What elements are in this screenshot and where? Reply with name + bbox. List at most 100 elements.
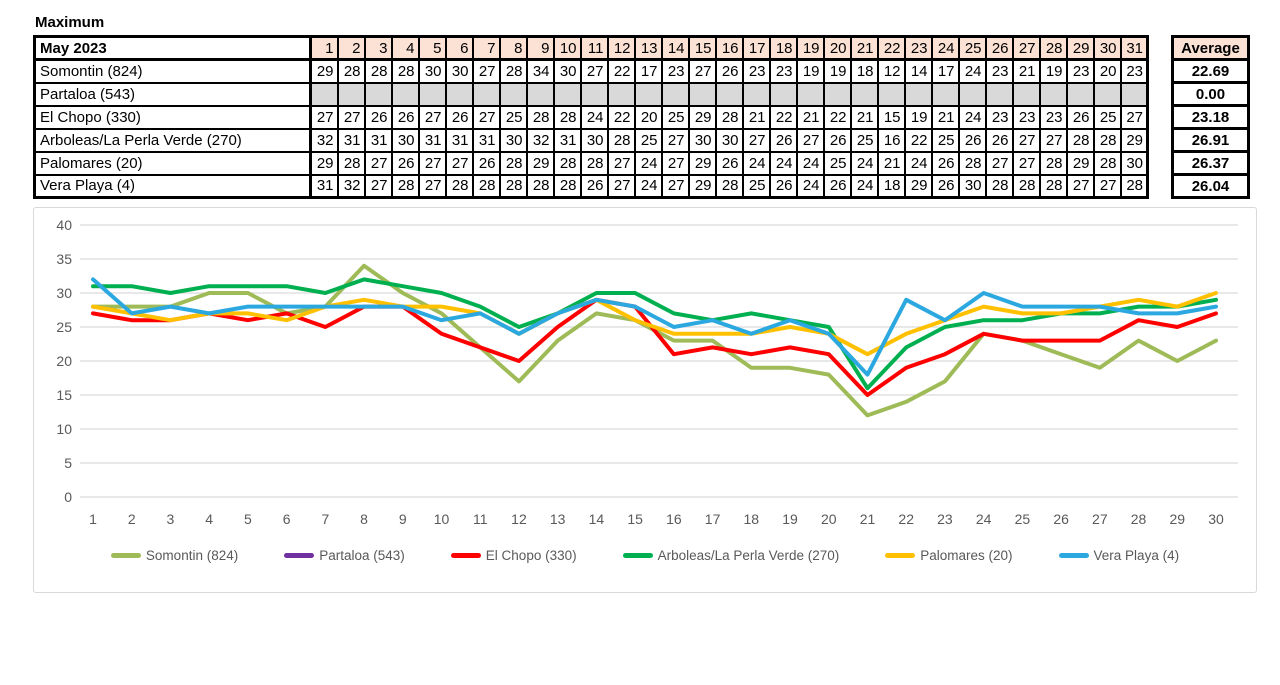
value-cell[interactable]: 28	[390, 58, 420, 84]
value-cell[interactable]: 27	[1065, 173, 1095, 199]
value-cell[interactable]: 24	[579, 104, 609, 130]
value-cell[interactable]: 21	[876, 150, 906, 176]
value-cell[interactable]: 29	[687, 173, 717, 199]
row-label[interactable]: El Chopo (330)	[33, 104, 312, 130]
chart[interactable]: 0 5 10 15 20 25 30 35 40 1 2 3 4 5 6 7 8 9 10 11 12 13 14 15 16 1…	[33, 207, 1257, 593]
value-cell[interactable]: 29	[687, 104, 717, 130]
day-header-cell[interactable]: 11	[579, 35, 609, 61]
value-cell[interactable]: 28	[363, 58, 393, 84]
row-label[interactable]: Partaloa (543)	[33, 81, 312, 107]
value-cell[interactable]: 24	[849, 173, 879, 199]
value-cell[interactable]: 18	[876, 173, 906, 199]
value-cell[interactable]: 28	[336, 150, 366, 176]
value-cell[interactable]: 24	[633, 173, 663, 199]
empty-cell[interactable]	[741, 81, 771, 107]
day-header-cell[interactable]: 23	[903, 35, 933, 61]
value-cell[interactable]: 24	[903, 150, 933, 176]
legend-item[interactable]: Somontin (824)	[110, 548, 238, 563]
empty-cell[interactable]	[957, 81, 987, 107]
month-header-cell[interactable]: May 2023	[33, 35, 312, 61]
value-cell[interactable]: 27	[417, 173, 447, 199]
value-cell[interactable]: 27	[741, 127, 771, 153]
legend-item[interactable]: Partaloa (543)	[284, 548, 405, 563]
value-cell[interactable]: 27	[1119, 104, 1149, 130]
value-cell[interactable]: 28	[1092, 150, 1122, 176]
day-header-cell[interactable]: 3	[363, 35, 393, 61]
value-cell[interactable]: 27	[984, 150, 1014, 176]
empty-cell[interactable]	[552, 81, 582, 107]
value-cell[interactable]: 28	[525, 104, 555, 130]
value-cell[interactable]: 28	[498, 150, 528, 176]
day-header-cell[interactable]: 29	[1065, 35, 1095, 61]
value-cell[interactable]: 21	[849, 104, 879, 130]
average-value-cell[interactable]: 23.18	[1171, 104, 1250, 130]
empty-cell[interactable]	[633, 81, 663, 107]
value-cell[interactable]: 26	[363, 104, 393, 130]
empty-cell[interactable]	[849, 81, 879, 107]
empty-cell[interactable]	[309, 81, 339, 107]
value-cell[interactable]: 28	[1038, 150, 1068, 176]
day-header-cell[interactable]: 13	[633, 35, 663, 61]
value-cell[interactable]: 19	[903, 104, 933, 130]
legend-item[interactable]: Vera Playa (4)	[1058, 548, 1179, 563]
value-cell[interactable]: 23	[741, 58, 771, 84]
value-cell[interactable]: 27	[363, 150, 393, 176]
empty-cell[interactable]	[822, 81, 852, 107]
value-cell[interactable]: 31	[552, 127, 582, 153]
value-cell[interactable]: 19	[795, 58, 825, 84]
value-cell[interactable]: 25	[741, 173, 771, 199]
value-cell[interactable]: 29	[525, 150, 555, 176]
value-cell[interactable]: 16	[876, 127, 906, 153]
day-header-cell[interactable]: 7	[471, 35, 501, 61]
value-cell[interactable]: 30	[1119, 150, 1149, 176]
value-cell[interactable]: 27	[444, 150, 474, 176]
value-cell[interactable]: 12	[876, 58, 906, 84]
value-cell[interactable]: 34	[525, 58, 555, 84]
value-cell[interactable]: 31	[336, 127, 366, 153]
day-header-cell[interactable]: 26	[984, 35, 1014, 61]
value-cell[interactable]: 28	[1038, 173, 1068, 199]
day-header-cell[interactable]: 19	[795, 35, 825, 61]
value-cell[interactable]: 27	[606, 173, 636, 199]
value-cell[interactable]: 15	[876, 104, 906, 130]
value-cell[interactable]: 28	[525, 173, 555, 199]
value-cell[interactable]: 26	[768, 173, 798, 199]
day-header-cell[interactable]: 6	[444, 35, 474, 61]
average-value-cell[interactable]: 26.04	[1171, 173, 1250, 199]
value-cell[interactable]: 25	[822, 150, 852, 176]
empty-cell[interactable]	[930, 81, 960, 107]
empty-cell[interactable]	[1011, 81, 1041, 107]
value-cell[interactable]: 20	[633, 104, 663, 130]
value-cell[interactable]: 30	[552, 58, 582, 84]
empty-cell[interactable]	[390, 81, 420, 107]
average-value-cell[interactable]: 22.69	[1171, 58, 1250, 84]
empty-cell[interactable]	[903, 81, 933, 107]
day-header-cell[interactable]: 14	[660, 35, 690, 61]
value-cell[interactable]: 27	[417, 150, 447, 176]
value-cell[interactable]: 24	[741, 150, 771, 176]
value-cell[interactable]: 25	[1092, 104, 1122, 130]
value-cell[interactable]: 30	[444, 58, 474, 84]
value-cell[interactable]: 23	[1065, 58, 1095, 84]
value-cell[interactable]: 24	[957, 58, 987, 84]
value-cell[interactable]: 26	[768, 127, 798, 153]
value-cell[interactable]: 28	[1092, 127, 1122, 153]
value-cell[interactable]: 28	[714, 104, 744, 130]
value-cell[interactable]: 26	[444, 104, 474, 130]
value-cell[interactable]: 26	[984, 127, 1014, 153]
value-cell[interactable]: 28	[606, 127, 636, 153]
day-header-cell[interactable]: 10	[552, 35, 582, 61]
day-header-cell[interactable]: 9	[525, 35, 555, 61]
value-cell[interactable]: 28	[552, 104, 582, 130]
day-header-cell[interactable]: 27	[1011, 35, 1041, 61]
value-cell[interactable]: 28	[1065, 127, 1095, 153]
value-cell[interactable]: 21	[795, 104, 825, 130]
value-cell[interactable]: 23	[984, 104, 1014, 130]
value-cell[interactable]: 26	[822, 173, 852, 199]
value-cell[interactable]: 26	[930, 150, 960, 176]
empty-cell[interactable]	[984, 81, 1014, 107]
value-cell[interactable]: 28	[1119, 173, 1149, 199]
value-cell[interactable]: 21	[930, 104, 960, 130]
day-header-cell[interactable]: 17	[741, 35, 771, 61]
value-cell[interactable]: 20	[1092, 58, 1122, 84]
